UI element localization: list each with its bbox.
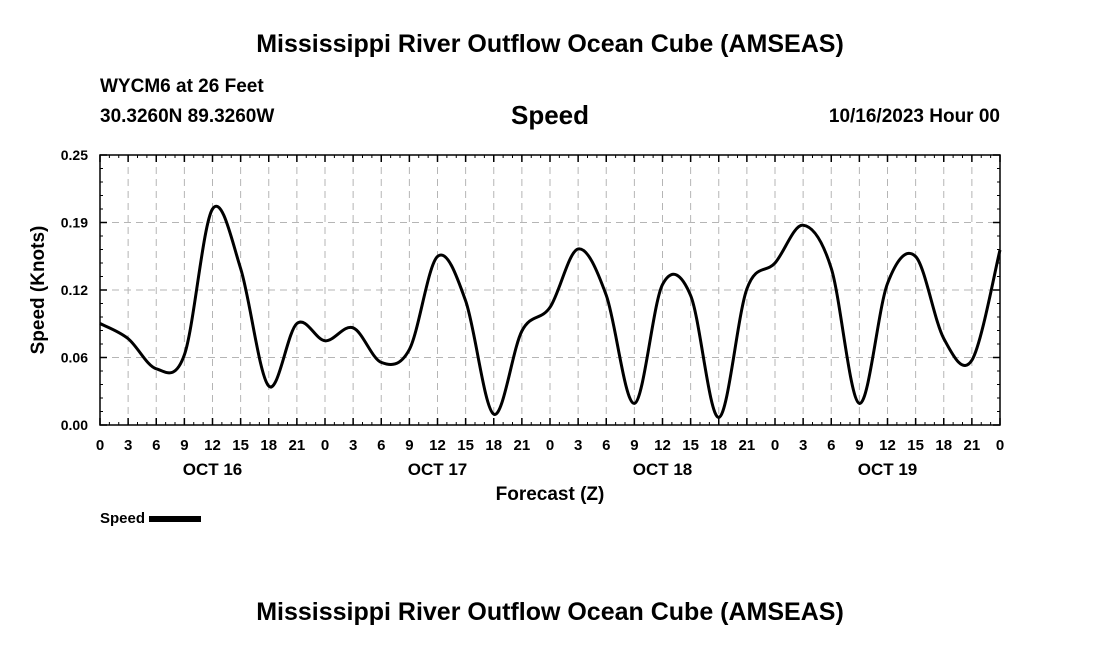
x-tick-label: 3 [574, 437, 582, 454]
x-tick-label: 6 [827, 437, 835, 454]
day-label: OCT 16 [183, 460, 243, 479]
x-tick-label: 18 [710, 437, 727, 454]
day-label: OCT 19 [858, 460, 918, 479]
x-tick-label: 3 [349, 437, 357, 454]
forecast-datetime: 10/16/2023 Hour 00 [828, 106, 1000, 127]
x-tick-label: 0 [546, 437, 554, 454]
chart-title: Mississippi River Outflow Ocean Cube (AM… [256, 30, 844, 58]
legend-swatch [149, 515, 202, 522]
y-axis-label: Speed (Knots) [28, 226, 49, 355]
x-tick-label: 9 [630, 437, 638, 454]
x-tick-label: 15 [907, 437, 924, 454]
y-tick-label: 0.06 [61, 350, 88, 366]
x-axis-label: Forecast (Z) [496, 484, 605, 505]
footer-title: Mississippi River Outflow Ocean Cube (AM… [256, 598, 844, 626]
x-tick-label: 18 [485, 437, 502, 454]
coordinates-label: 30.3260N 89.3260W [100, 106, 275, 127]
station-label: WYCM6 at 26 Feet [100, 76, 264, 97]
y-tick-label: 0.25 [61, 147, 88, 163]
x-tick-label: 21 [739, 437, 756, 454]
legend-label: Speed [100, 510, 146, 527]
x-tick-label: 0 [996, 437, 1004, 454]
y-tick-label: 0.00 [61, 417, 88, 433]
legend: Speed [100, 510, 202, 527]
x-tick-label: 21 [289, 437, 306, 454]
y-tick-label: 0.19 [61, 215, 88, 231]
x-tick-label: 21 [964, 437, 981, 454]
day-label: OCT 17 [408, 460, 468, 479]
series-line-speed [99, 204, 1002, 419]
x-tick-label: 15 [232, 437, 249, 454]
x-tick-label: 0 [771, 437, 779, 454]
x-tick-label: 6 [602, 437, 610, 454]
x-tick-label: 3 [124, 437, 132, 454]
x-tick-label: 9 [405, 437, 413, 454]
x-tick-label: 15 [682, 437, 699, 454]
chart-subtitle: Speed [510, 100, 590, 130]
y-tick-label: 0.12 [61, 282, 88, 298]
x-tick-label: 12 [429, 437, 446, 454]
x-tick-label: 15 [457, 437, 474, 454]
x-tick-label: 18 [935, 437, 952, 454]
x-tick-label: 21 [514, 437, 531, 454]
x-tick-label: 9 [855, 437, 863, 454]
day-label: OCT 18 [633, 460, 693, 479]
x-tick-label: 6 [377, 437, 385, 454]
x-tick-label: 12 [654, 437, 671, 454]
x-tick-label: 18 [260, 437, 277, 454]
x-tick-label: 3 [799, 437, 807, 454]
x-tick-label: 12 [879, 437, 896, 454]
x-tick-label: 6 [152, 437, 160, 454]
x-tick-label: 0 [321, 437, 329, 454]
x-tick-label: 0 [96, 437, 104, 454]
x-tick-label: 12 [204, 437, 221, 454]
x-tick-label: 9 [180, 437, 188, 454]
